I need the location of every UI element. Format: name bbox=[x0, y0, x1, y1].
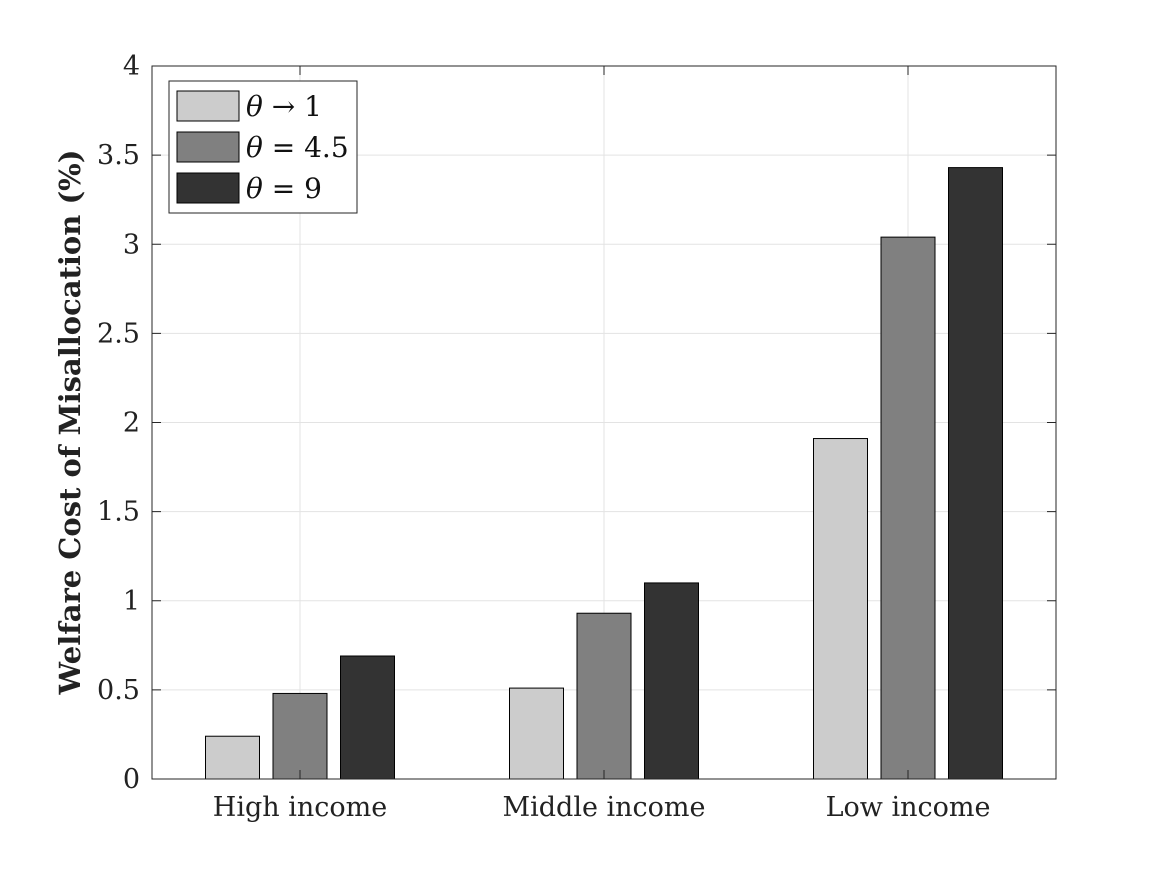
y-tick-label: 2 bbox=[123, 408, 140, 439]
axis-ticks bbox=[152, 65, 1056, 780]
legend-swatch bbox=[176, 172, 240, 204]
y-tick-label: 1.5 bbox=[97, 497, 140, 528]
legend-swatch bbox=[176, 131, 240, 163]
y-axis-title: Welfare Cost of Misallocation (%) bbox=[53, 150, 87, 696]
legend-label: θ → 1 bbox=[246, 90, 322, 123]
y-tick-label: 3.5 bbox=[97, 140, 140, 171]
legend-label: θ = 9 bbox=[246, 172, 322, 205]
y-tick-label: 3 bbox=[123, 229, 140, 260]
bar bbox=[948, 167, 1003, 780]
bar bbox=[340, 655, 395, 780]
bar bbox=[644, 582, 699, 780]
x-category-label: Low income bbox=[826, 792, 991, 823]
bar bbox=[509, 687, 564, 780]
y-tick-label: 0.5 bbox=[97, 675, 140, 706]
bar bbox=[205, 735, 260, 780]
bar bbox=[272, 692, 328, 780]
legend-swatch bbox=[176, 90, 240, 122]
bar bbox=[813, 438, 868, 780]
bar bbox=[880, 236, 936, 780]
bar bbox=[576, 612, 632, 780]
x-category-label: High income bbox=[213, 792, 387, 823]
legend-label: θ = 4.5 bbox=[246, 131, 349, 164]
tick-labels: 0 0.5 1 1.5 2 2.5 3 3.5 4 High income Middle incom… bbox=[97, 51, 990, 823]
legend: θ → 1 θ = 4.5 θ = 9 bbox=[168, 80, 358, 214]
y-tick-label: 1 bbox=[123, 586, 140, 617]
y-tick-label: 0 bbox=[123, 764, 140, 795]
y-tick-label: 2.5 bbox=[97, 318, 140, 349]
y-tick-label: 4 bbox=[123, 51, 140, 82]
x-category-label: Middle income bbox=[502, 792, 705, 823]
